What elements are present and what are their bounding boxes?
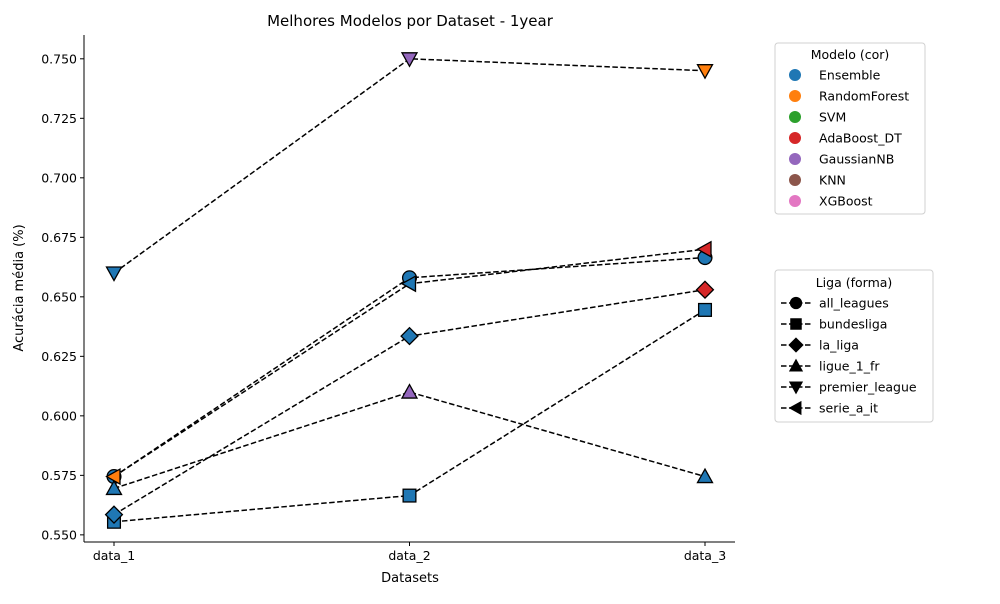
chart-title: Melhores Modelos por Dataset - 1year bbox=[267, 12, 554, 30]
legend-model-swatch bbox=[789, 111, 801, 123]
series-line-all_leagues bbox=[113, 256, 706, 478]
legend-league-label: all_leagues bbox=[819, 296, 889, 311]
y-tick-label: 0.550 bbox=[41, 527, 77, 542]
legend-model-label: AdaBoost_DT bbox=[819, 131, 902, 146]
y-tick-label: 0.725 bbox=[41, 111, 77, 126]
data-point-serie_a_it bbox=[696, 240, 712, 258]
legend-league-marker bbox=[788, 381, 804, 395]
legend-league-marker bbox=[788, 358, 804, 372]
series-line-la_liga bbox=[113, 288, 706, 516]
y-tick-label: 0.750 bbox=[41, 51, 77, 66]
legend-model-label: KNN bbox=[819, 173, 846, 188]
data-point-la_liga bbox=[695, 280, 715, 300]
legend-model-swatch bbox=[789, 153, 801, 165]
legend-leagues-title: Liga (forma) bbox=[816, 275, 893, 290]
legend-model-swatch bbox=[789, 195, 801, 207]
data-point-ligue_1_fr bbox=[105, 479, 123, 496]
data-point-la_liga bbox=[400, 326, 419, 346]
legend-model-label: SVM bbox=[819, 110, 846, 125]
legend-model-label: XGBoost bbox=[819, 194, 873, 209]
data-point-premier_league bbox=[696, 64, 714, 80]
x-tick-label: data_3 bbox=[684, 548, 726, 563]
y-tick-label: 0.575 bbox=[41, 468, 77, 483]
legend-leagues-frame bbox=[774, 269, 934, 423]
legend-league-marker bbox=[789, 296, 803, 310]
legend-league-label: premier_league bbox=[819, 380, 917, 395]
legend-model-label: RandomForest bbox=[819, 89, 909, 104]
series-line-ligue_1_fr bbox=[113, 391, 706, 490]
legend-models: Modelo (cor) Ensemble RandomForest SVM AdaB… bbox=[774, 42, 926, 215]
legend-models-frame bbox=[774, 42, 926, 215]
y-tick-label: 0.625 bbox=[41, 349, 77, 364]
legend-league-marker bbox=[790, 318, 802, 330]
data-markers bbox=[104, 52, 715, 529]
x-axis-label: Datasets bbox=[381, 571, 439, 586]
legend-league-marker bbox=[788, 400, 802, 416]
data-point-ligue_1_fr bbox=[696, 467, 714, 484]
legend-model-swatch bbox=[789, 132, 801, 144]
y-tick-label: 0.700 bbox=[41, 170, 77, 185]
y-tick-label: 0.600 bbox=[41, 408, 77, 423]
legend-models-title: Modelo (cor) bbox=[811, 47, 890, 62]
legend-league-marker bbox=[788, 337, 804, 353]
legend-leagues: Liga (forma) all_leagues bundesliga la_lig… bbox=[774, 269, 934, 423]
data-point-la_liga bbox=[104, 505, 124, 524]
legend-model-swatch bbox=[789, 69, 801, 81]
y-axis-label: Acurácia média (%) bbox=[12, 224, 27, 351]
x-tick-label: data_2 bbox=[388, 548, 430, 563]
data-point-ligue_1_fr bbox=[400, 383, 419, 399]
legend-league-label: serie_a_it bbox=[819, 401, 878, 416]
legend-league-label: ligue_1_fr bbox=[819, 359, 880, 374]
series-line-premier_league bbox=[113, 58, 706, 274]
data-point-serie_a_it bbox=[105, 467, 121, 486]
data-point-premier_league bbox=[105, 266, 123, 282]
legend-league-label: bundesliga bbox=[819, 317, 887, 332]
legend-model-label: GaussianNB bbox=[819, 152, 894, 167]
legend-model-swatch bbox=[789, 174, 801, 186]
data-point-bundesliga bbox=[697, 302, 713, 317]
y-tick-label: 0.650 bbox=[41, 289, 77, 304]
x-tick-label: data_1 bbox=[93, 548, 135, 563]
legend-model-label: Ensemble bbox=[819, 68, 881, 83]
legend-model-swatch bbox=[789, 90, 801, 102]
data-point-premier_league bbox=[400, 52, 419, 68]
y-tick-label: 0.675 bbox=[41, 230, 77, 245]
series-lines bbox=[113, 58, 706, 523]
data-point-bundesliga bbox=[402, 488, 417, 503]
data-point-serie_a_it bbox=[400, 275, 417, 293]
legend-league-label: la_liga bbox=[819, 338, 859, 353]
axes: 0.550 0.575 0.600 0.625 0.650 0.675 0.700 0.725… bbox=[41, 35, 735, 563]
